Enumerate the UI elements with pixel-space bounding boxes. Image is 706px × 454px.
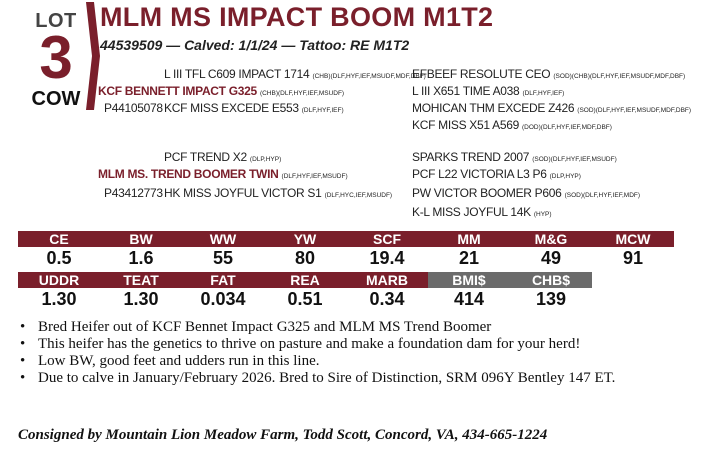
lot-notes-list: • Bred Heifer out of KCF Bennet Impact G3… [18,319,698,387]
list-item: • This heifer has the genetics to thrive … [20,336,581,352]
pedigree-sire-gs2: L III X651 TIME A038 (DLF,HYF,IEF) [412,84,565,98]
epd-header-row: UDDR TEAT FAT REA MARB BMI$ CHB$ [18,272,678,288]
pedigree-sire-reg: P44105078 [104,101,163,115]
list-item: • Due to calve in January/February 2026. … [20,370,616,386]
epd-header: CE [18,231,100,247]
epd-table-row-1: CE BW WW YW SCF MM M&G MCW 0.5 1.6 55 80… [18,231,678,268]
epd-value: 0.51 [287,289,323,309]
pedigree-sire-gs1: EFBEEF RESOLUTE CEO (SOD)(CHB)(DLF,HYF,I… [412,67,686,81]
lot-label: LOT [35,10,77,32]
pedigree-dam-gs3: PW VICTOR BOOMER P606 (SOD)(DLF,HYF,IEF,… [412,186,641,200]
bullet-icon: • [20,370,26,386]
epd-header: SCF [346,231,428,247]
pedigree-dam-gs1: SPARKS TREND 2007 (SOD)(DLF,HYF,IEF,MSUD… [412,150,617,164]
epd-header-row: CE BW WW YW SCF MM M&G MCW [18,231,678,247]
epd-value: 1.6 [128,248,154,268]
epd-header: WW [182,231,264,247]
pedigree-sire: KCF BENNETT IMPACT G325 (CHB)(DLF,HYF,IE… [98,84,345,98]
epd-header: YW [264,231,346,247]
list-item: • Bred Heifer out of KCF Bennet Impact G3… [20,319,492,335]
epd-header: MCW [592,231,674,247]
epd-value: 91 [622,248,644,268]
epd-header: MM [428,231,510,247]
epd-value: 0.34 [369,289,405,309]
epd-value: 139 [535,289,567,309]
epd-value-row: 0.5 1.6 55 80 19.4 21 49 91 [18,247,678,268]
epd-header: M&G [510,231,592,247]
epd-header-empty [592,272,674,288]
epd-value: 21 [458,248,480,268]
epd-value: 80 [294,248,316,268]
pedigree-sire-gs4: KCF MISS X51 A569 (DOD)(DLF,HYF,IEF,MDF,… [412,118,612,132]
epd-header: UDDR [18,272,100,288]
pedigree-sire-gs3: MOHICAN THM EXCEDE Z426 (SOD)(DLF,HYF,IE… [412,101,692,115]
pedigree-sire-dam: KCF MISS EXCEDE E553 (DLF,HYF,IEF) [164,101,344,115]
pedigree-dam-gs2: PCF L22 VICTORIA L3 P6 (DLP,HYP) [412,167,581,181]
epd-value: 49 [540,248,562,268]
epd-header: TEAT [100,272,182,288]
epd-value-empty [592,288,674,308]
epd-value: 55 [212,248,234,268]
epd-value: 0.5 [46,248,72,268]
pedigree-dam-reg: P43412773 [104,186,163,200]
epd-value-row: 1.30 1.30 0.034 0.51 0.34 414 139 [18,288,678,309]
epd-header: CHB$ [510,272,592,288]
animal-subtitle: 44539509 — Calved: 1/1/24 — Tattoo: RE M… [100,37,410,53]
consignor-line: Consigned by Mountain Lion Meadow Farm, … [18,427,548,443]
epd-value: 414 [453,289,485,309]
epd-value: 0.034 [200,289,246,309]
lot-type: COW [18,88,94,112]
bullet-icon: • [20,336,26,352]
lot-number: 3 [39,24,73,91]
lot-divider-chevron-icon [86,2,100,110]
bullet-icon: • [20,319,26,335]
pedigree-dam-sire: PCF TREND X2 (DLP,HYP) [164,150,282,164]
epd-header: BW [100,231,182,247]
epd-table-row-2: UDDR TEAT FAT REA MARB BMI$ CHB$ 1.30 1.… [18,272,678,309]
pedigree-dam-dam: HK MISS JOYFUL VICTOR S1 (DLF,HYC,IEF,MS… [164,186,393,200]
epd-value: 1.30 [41,289,77,309]
epd-value: 1.30 [123,289,159,309]
pedigree-dam-gs4: K-L MISS JOYFUL 14K (HYP) [412,205,552,219]
lot-badge: LOT 3 COW [18,6,94,112]
pedigree-dam: MLM MS. TREND BOOMER TWIN (DLF,HYF,IEF,M… [98,167,348,181]
bullet-icon: • [20,353,26,369]
epd-value: 19.4 [369,248,405,268]
animal-title: MLM MS IMPACT BOOM M1T2 [100,2,494,32]
pedigree-sire-sire: L III TFL C609 IMPACT 1714 (CHB)(DLF,HYF… [164,67,426,81]
epd-header: FAT [182,272,264,288]
epd-header: MARB [346,272,428,288]
epd-header: REA [264,272,346,288]
list-item: • Low BW, good feet and udders run in thi… [20,353,320,369]
epd-header: BMI$ [428,272,510,288]
